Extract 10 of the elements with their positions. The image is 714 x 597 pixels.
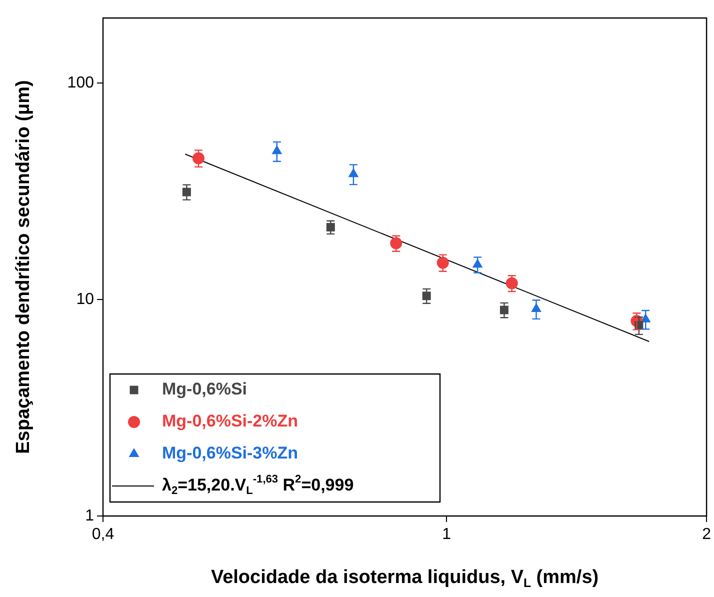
legend-label: Mg-0,6%Si [162,380,248,399]
x-tick-label: 2 [702,526,712,544]
legend-label: Mg-0,6%Si-3%Zn [162,444,298,463]
y-tick-label: 100 [67,74,94,92]
x-tick-label: 1 [442,526,452,544]
y-tick-label: 1 [85,507,94,524]
y-axis-title: Espaçamento dendrítico secundário (μm) [13,80,34,454]
legend-label: Mg-0,6%Si-2%Zn [162,412,298,431]
x-tick-label: 0,4 [92,526,114,544]
y-tick-label: 10 [76,290,94,308]
